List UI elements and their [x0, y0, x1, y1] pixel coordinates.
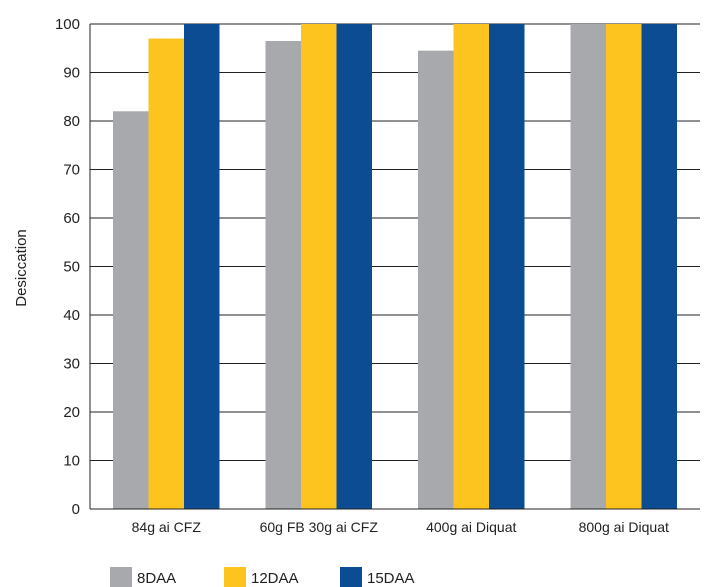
y-tick-label: 100: [55, 16, 80, 33]
bar-15daa-4: [641, 24, 677, 509]
y-tick-label: 70: [63, 162, 80, 179]
x-category-label: 84g ai CFZ: [132, 519, 202, 535]
y-tick-label: 30: [63, 356, 80, 373]
legend-label-8daa: 8DAA: [137, 570, 176, 587]
y-tick-label: 0: [72, 501, 80, 518]
category-labels: 84g ai CFZ 60g FB 30g ai CFZ 400g ai Diqua…: [132, 519, 669, 535]
bar-12daa-2: [301, 24, 337, 509]
bar-15daa-3: [489, 24, 525, 509]
y-tick-label: 10: [63, 453, 80, 470]
bar-12daa-4: [606, 24, 642, 509]
legend: 8DAA 12DAA 15DAA: [110, 567, 415, 587]
y-tick-label: 90: [63, 65, 80, 82]
bar-15daa-2: [336, 24, 372, 509]
y-tick-labels: 0 10 20 30 40 50 60 70 80 90 100: [55, 16, 80, 518]
bar-8daa-2: [265, 40, 301, 509]
y-tick-label: 50: [63, 259, 80, 276]
bar-12daa-1: [148, 38, 184, 510]
legend-swatch-12daa: [224, 567, 246, 587]
bar-8daa-3: [418, 50, 454, 510]
y-tick-label: 20: [63, 404, 80, 421]
bar-8daa-4: [570, 24, 606, 509]
y-tick-label: 40: [63, 307, 80, 324]
bar-8daa-1: [113, 111, 149, 510]
bar-15daa-1: [184, 24, 220, 509]
x-category-label: 60g FB 30g ai CFZ: [260, 519, 379, 535]
x-category-label: 400g ai Diquat: [426, 519, 516, 535]
axes: [89, 24, 700, 510]
legend-swatch-15daa: [340, 567, 362, 587]
x-category-label: 800g ai Diquat: [579, 519, 669, 535]
bars: [113, 24, 677, 510]
y-tick-label: 60: [63, 210, 80, 227]
legend-swatch-8daa: [110, 567, 132, 587]
legend-label-15daa: 15DAA: [367, 570, 415, 587]
bar-12daa-3: [453, 24, 489, 509]
y-tick-label: 80: [63, 113, 80, 130]
y-axis-title: Desiccation: [13, 229, 30, 307]
legend-label-12daa: 12DAA: [251, 570, 299, 587]
